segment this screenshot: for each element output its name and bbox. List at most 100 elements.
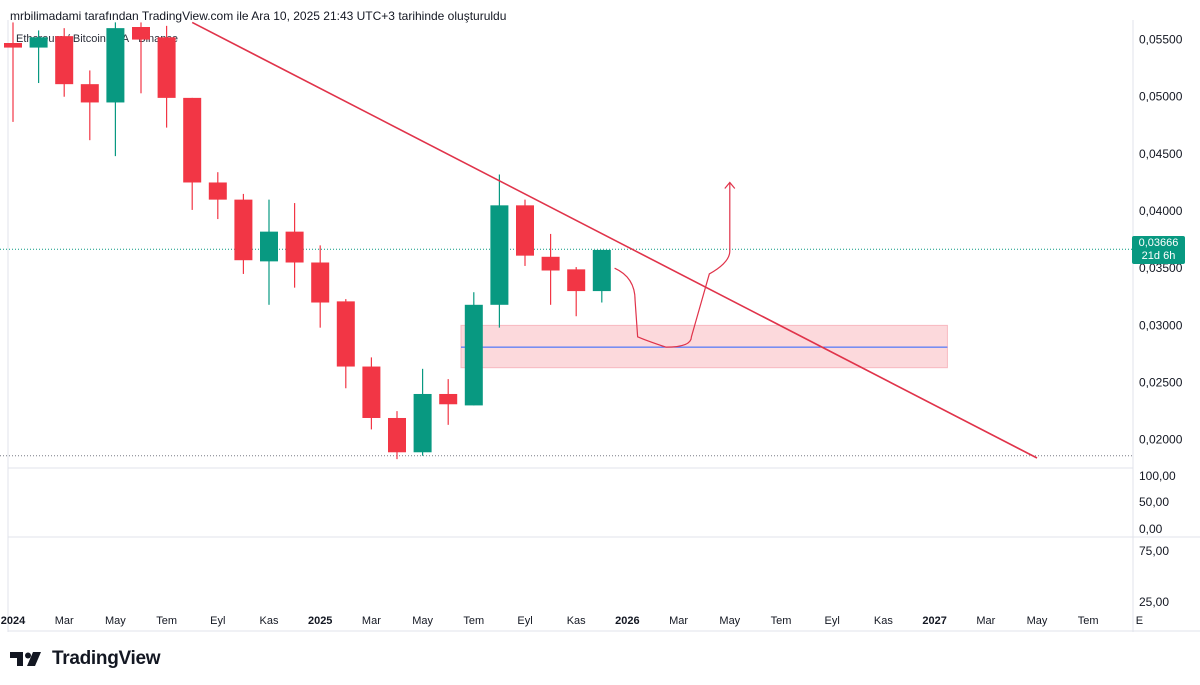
time-tick-label: 2025	[308, 615, 332, 627]
price-tick-label: 0,04000	[1139, 204, 1183, 218]
time-tick-label: Kas	[874, 615, 893, 627]
time-tick-label: Tem	[463, 615, 484, 627]
candle	[285, 203, 304, 288]
price-tick-label: 0,02500	[1139, 376, 1183, 390]
candle	[55, 28, 74, 97]
candle	[439, 379, 458, 425]
candle	[592, 249, 611, 303]
candle-body	[157, 37, 176, 98]
axes: 0,05500 0,05000 0,04500 0,04000 0,03500 0,030…	[1, 33, 1183, 627]
bar-countdown: 21d 6h	[1141, 250, 1176, 262]
oscillator-tick-label: 0,00	[1139, 522, 1163, 536]
time-tick-label: May	[105, 615, 126, 627]
time-tick-label: 2026	[615, 615, 639, 627]
time-tick-label: May	[412, 615, 433, 627]
candle	[29, 30, 48, 84]
tradingview-brand: TradingView	[52, 648, 161, 669]
candle	[388, 411, 406, 460]
candle-body	[80, 84, 99, 103]
candle-body	[567, 269, 586, 292]
time-tick-label: Tem	[1078, 615, 1099, 627]
candle-body	[183, 97, 202, 183]
current-price-value: 0,03666	[1138, 237, 1179, 249]
candle-body	[388, 417, 406, 453]
candle-body	[464, 304, 483, 406]
oscillator-tick-label: 100,00	[1139, 469, 1176, 483]
price-tick-label: 0,04500	[1139, 147, 1183, 161]
candle-body	[4, 43, 22, 48]
candle	[208, 172, 227, 220]
trendline	[191, 21, 1038, 459]
candle-body	[55, 36, 74, 85]
projection-arrowhead	[724, 181, 736, 189]
time-tick-label: E	[1136, 615, 1143, 627]
candle-body	[413, 393, 432, 453]
candle	[260, 199, 278, 305]
time-tick-label: Tem	[156, 615, 177, 627]
price-tick-label: 0,03500	[1139, 261, 1183, 275]
time-tick-label: 2027	[922, 615, 946, 627]
time-tick-label: Mar	[976, 615, 995, 627]
chart-caption: mrbilimadami tarafından TradingView.com …	[10, 9, 507, 23]
candle-body	[260, 231, 278, 262]
projection-path	[614, 182, 731, 348]
candle	[311, 245, 330, 328]
oscillator2-tick-label: 25,00	[1139, 595, 1169, 609]
time-tick-label: Mar	[362, 615, 381, 627]
candle-body	[362, 366, 381, 418]
time-tick-label: Eyl	[210, 615, 225, 627]
candle	[183, 97, 202, 210]
candle	[464, 292, 483, 406]
candle	[362, 357, 381, 430]
candle-body	[208, 182, 227, 200]
candle-body	[311, 262, 330, 303]
candle	[157, 25, 176, 128]
time-tick-label: May	[719, 615, 740, 627]
oscillator-tick-label: 50,00	[1139, 495, 1169, 509]
price-tick-label: 0,02000	[1139, 433, 1183, 447]
candle	[567, 267, 586, 317]
candle-body	[132, 27, 150, 40]
candle	[4, 22, 22, 122]
time-tick-label: 2024	[1, 615, 26, 627]
candle	[541, 233, 560, 305]
time-tick-label: Mar	[55, 615, 74, 627]
candle-body	[234, 199, 253, 261]
time-tick-label: May	[1027, 615, 1048, 627]
time-tick-label: Mar	[669, 615, 688, 627]
candle	[132, 22, 150, 94]
time-tick-label: Eyl	[517, 615, 532, 627]
candle-body	[541, 256, 560, 271]
time-tick-label: Tem	[771, 615, 792, 627]
tradingview-logo-icon	[10, 652, 41, 666]
candle-body	[336, 301, 355, 367]
time-tick-label: Eyl	[825, 615, 840, 627]
candles	[4, 22, 611, 460]
support-zone	[0, 248, 1133, 457]
candle-body	[106, 28, 125, 103]
drawings	[191, 21, 1038, 459]
current-price-badge: 0,03666 21d 6h	[1132, 236, 1185, 264]
price-tick-label: 0,05000	[1139, 90, 1183, 104]
candle-body	[439, 393, 458, 405]
candle	[336, 299, 355, 389]
candle	[80, 70, 99, 141]
candle	[490, 174, 509, 328]
time-tick-label: Kas	[567, 615, 586, 627]
candle	[234, 193, 253, 274]
candle-body	[592, 249, 611, 292]
candle-body	[285, 231, 304, 263]
candle	[516, 199, 534, 266]
candle-body	[29, 37, 48, 48]
chart-frame	[7, 20, 1200, 632]
candle	[106, 22, 125, 157]
candle-body	[490, 205, 509, 305]
tradingview-logo[interactable]: TradingView	[10, 648, 161, 670]
price-tick-label: 0,05500	[1139, 33, 1183, 47]
support-zone-box	[460, 324, 948, 369]
oscillator2-tick-label: 75,00	[1139, 544, 1169, 558]
time-tick-label: Kas	[260, 615, 279, 627]
candle	[413, 368, 432, 456]
candle-body	[516, 205, 534, 256]
